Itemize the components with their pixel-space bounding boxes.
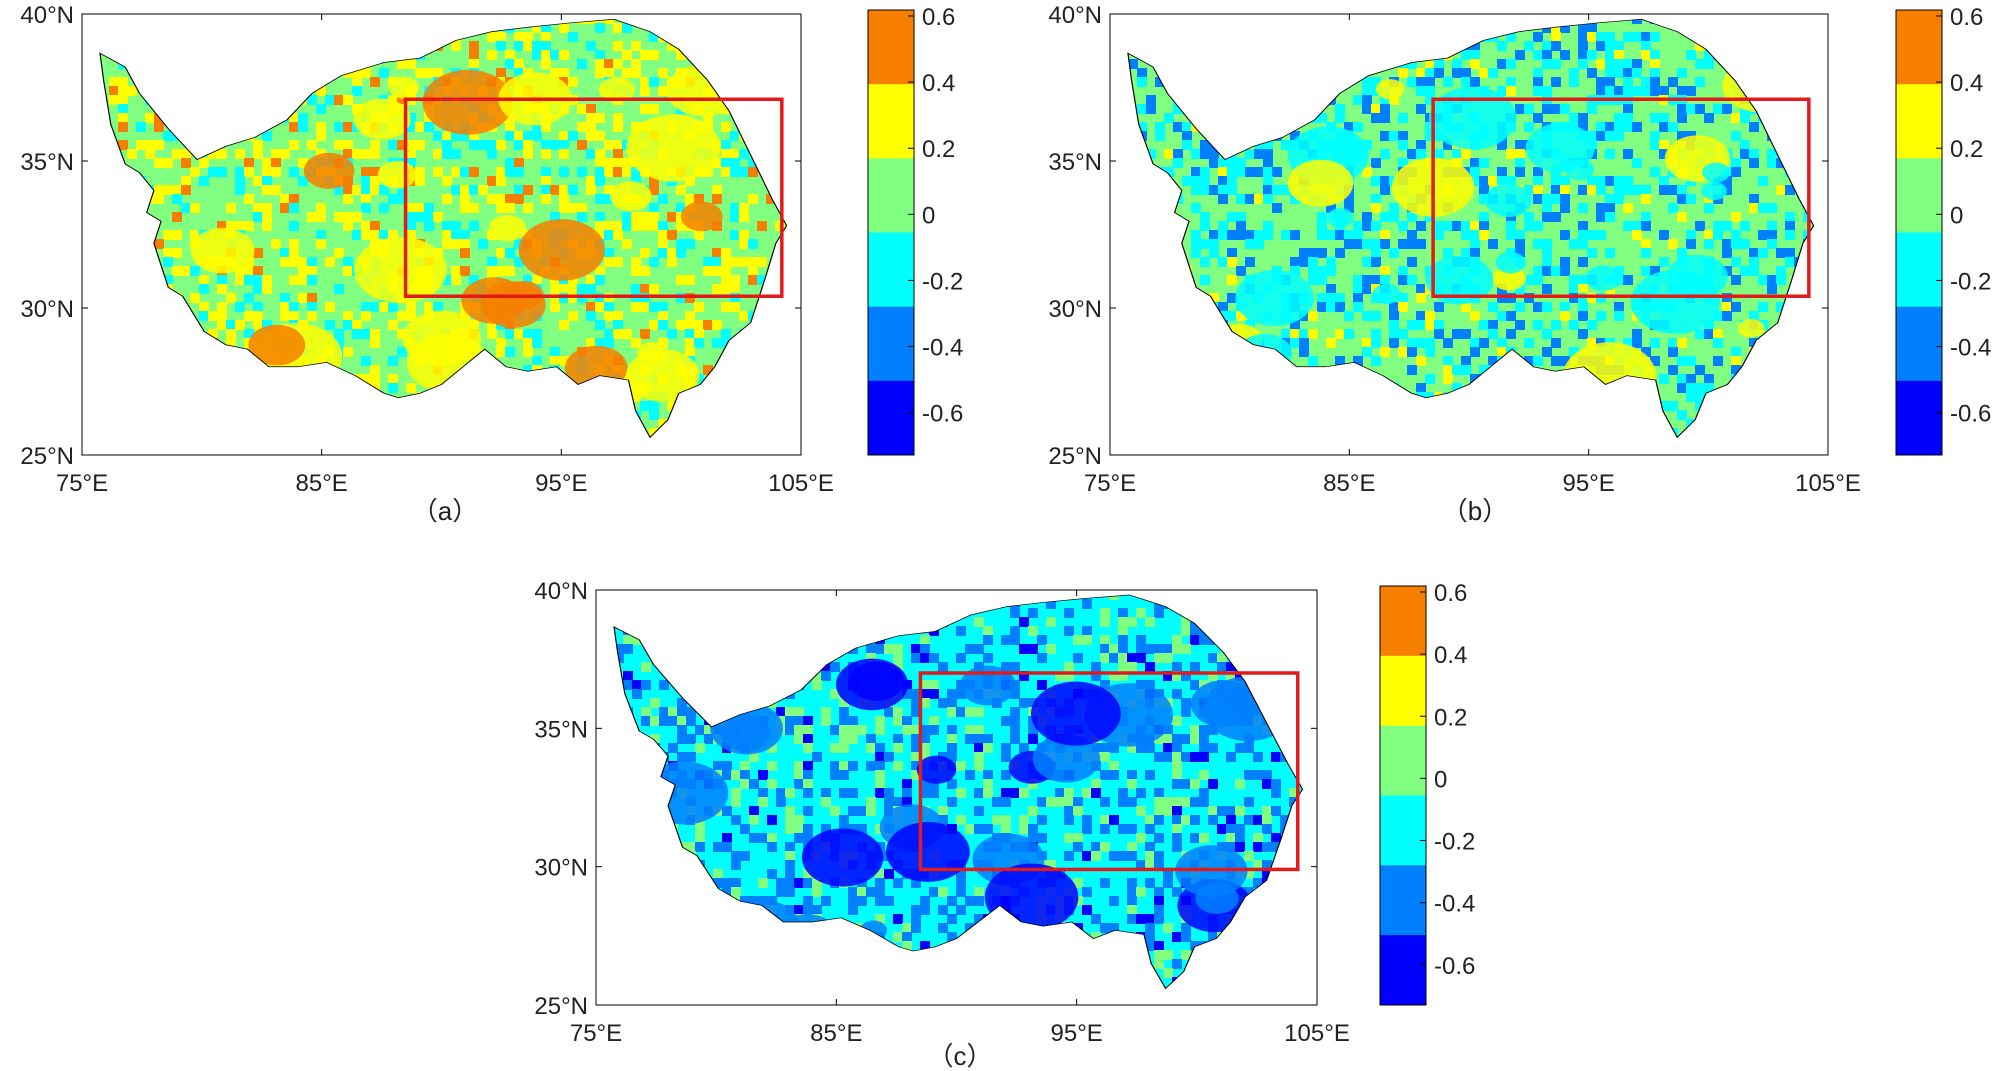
panel-caption: （a）: [412, 496, 478, 526]
colorbar: 0.6 0.4 0.2 0 -0.2 -0.4 -0.6: [1895, 4, 1991, 456]
colorbar-segment: [868, 10, 914, 85]
colorbar: 0.6 0.4 0.2 0 -0.2 -0.4 -0.6: [867, 4, 963, 456]
panel-caption: （b）: [1442, 496, 1508, 526]
colorbar-segment: [1380, 655, 1426, 727]
lat-tick-label: 30°N: [20, 296, 74, 323]
lon-tick-label: 105°E: [1284, 1020, 1350, 1047]
colorbar-tick-label: -0.4: [922, 335, 963, 362]
colorbar-segment: [1380, 935, 1426, 1006]
study-region-box: [1431, 97, 1811, 298]
lat-tick-label: 25°N: [20, 443, 74, 470]
colorbar-tick-label: -0.2: [1434, 829, 1475, 856]
colorbar-segment: [868, 306, 914, 382]
lon-tick-label: 95°E: [535, 470, 587, 497]
colorbar-tick-label: 0: [1434, 766, 1447, 793]
colorbar-segment: [1896, 158, 1942, 233]
lat-tick-label: 25°N: [534, 993, 588, 1020]
lon-tick-label: 75°E: [56, 470, 108, 497]
lat-tick-label: 40°N: [1048, 2, 1102, 29]
lon-tick-label: 75°E: [1084, 470, 1136, 497]
lat-tick-label: 25°N: [1048, 443, 1102, 470]
axes-frame: [1109, 13, 1829, 456]
lat-tick-label: 30°N: [1048, 296, 1102, 323]
colorbar-tick-label: -0.4: [1950, 335, 1991, 362]
colorbar-tick-label: 0.6: [1950, 4, 1983, 31]
lat-tick-label: 35°N: [20, 149, 74, 176]
lon-tick-label: 85°E: [1323, 470, 1375, 497]
lon-tick-label: 85°E: [296, 470, 348, 497]
colorbar-tick-label: 0.2: [1434, 704, 1467, 731]
colorbar-tick-label: -0.2: [1950, 268, 1991, 295]
colorbar-segment: [1380, 795, 1426, 866]
colorbar-tick-label: 0: [1950, 202, 1963, 229]
colorbar-segment: [868, 158, 914, 233]
colorbar-segment: [1896, 380, 1942, 456]
axes-frame: [81, 13, 802, 456]
colorbar-tick-label: 0.6: [922, 4, 955, 31]
colorbar-tick-label: 0.2: [922, 136, 955, 163]
lat-tick-label: 35°N: [1048, 149, 1102, 176]
colorbar-segment: [1896, 84, 1942, 159]
colorbar-tick-label: 0: [922, 202, 935, 229]
colorbar-tick-label: 0.4: [1950, 70, 1983, 97]
lon-tick-label: 85°E: [810, 1020, 862, 1047]
colorbar-tick-label: -0.6: [1950, 401, 1991, 428]
colorbar-segment: [868, 380, 914, 456]
colorbar-segment: [868, 232, 914, 308]
lon-tick-label: 105°E: [768, 470, 834, 497]
axes-frame: [595, 589, 1318, 1006]
colorbar-tick-label: -0.4: [1434, 891, 1475, 918]
lon-tick-label: 95°E: [1051, 1020, 1103, 1047]
lat-tick-label: 40°N: [20, 2, 74, 29]
lon-tick-label: 75°E: [570, 1020, 622, 1047]
colorbar-tick-label: 0.4: [1434, 642, 1467, 669]
colorbar-tick-label: 0.4: [922, 70, 955, 97]
map-panel-a: 75°E 85°E 95°E 105°E40°N35°N30°N25°N0.60.40…: [20, 2, 963, 526]
lat-tick-label: 40°N: [534, 578, 588, 605]
lat-tick-label: 35°N: [534, 716, 588, 743]
map-panel-b: 75°E 85°E 95°E 105°E40°N35°N30°N25°N0.60.40…: [1048, 2, 1991, 526]
colorbar-tick-label: 0.6: [1434, 580, 1467, 607]
study-region-box: [403, 97, 784, 298]
colorbar-tick-label: -0.6: [922, 401, 963, 428]
colorbar-segment: [1380, 725, 1426, 796]
colorbar-tick-label: -0.2: [922, 268, 963, 295]
colorbar-segment: [1380, 586, 1426, 657]
lon-tick-label: 95°E: [1563, 470, 1615, 497]
map-panel-c: 75°E 85°E 95°E 105°E40°N35°N30°N25°N0.60.40…: [534, 578, 1475, 1071]
lat-tick-label: 30°N: [534, 855, 588, 882]
colorbar-segment: [1896, 232, 1942, 308]
study-region-box: [918, 671, 1300, 872]
colorbar-tick-label: -0.6: [1434, 953, 1475, 980]
colorbar-segment: [1896, 10, 1942, 85]
colorbar: 0.6 0.4 0.2 0 -0.2 -0.4 -0.6: [1379, 580, 1475, 1006]
colorbar-tick-label: 0.2: [1950, 136, 1983, 163]
lon-tick-label: 105°E: [1795, 470, 1861, 497]
colorbar-segment: [1896, 306, 1942, 382]
panel-caption: （c）: [927, 1041, 992, 1071]
colorbar-segment: [1380, 865, 1426, 936]
colorbar-segment: [868, 84, 914, 159]
